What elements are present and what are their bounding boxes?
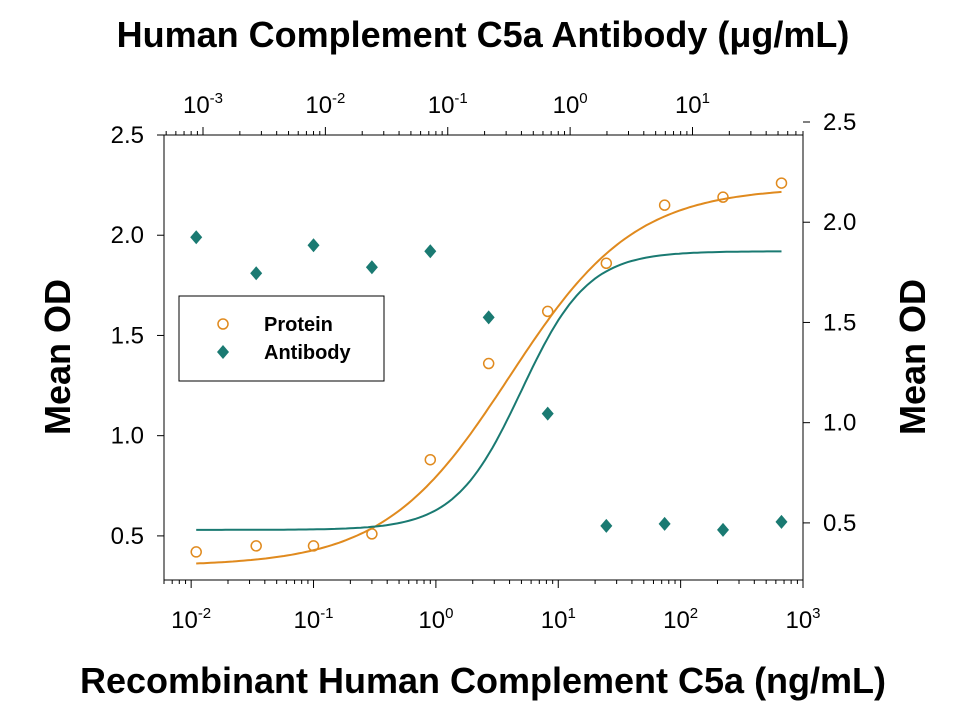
point-protein (190, 546, 202, 558)
point-antibody (424, 244, 437, 259)
point-protein (717, 191, 729, 203)
top-x-axis: 10-3 10-2 10-1 100 101 (165, 90, 804, 135)
point-antibody (717, 522, 730, 537)
point-antibody (307, 238, 320, 253)
point-antibody (482, 310, 495, 325)
fit-curves (196, 190, 782, 565)
fit-curve-antibody (196, 250, 782, 531)
point-protein (250, 540, 262, 552)
point-protein (366, 528, 378, 540)
top-x-tick-label: 100 (553, 90, 588, 119)
chart-y-axis-label-left: Mean OD (37, 279, 78, 435)
left-y-tick-label: 2.0 (111, 222, 144, 249)
right-y-tick-label: 1.5 (823, 309, 856, 336)
legend-label-protein: Protein (264, 314, 333, 336)
left-y-tick-label: 0.5 (111, 523, 144, 550)
right-y-axis: 0.5 1.0 1.5 2.0 2.5 (803, 109, 856, 537)
right-y-tick-label: 2.0 (823, 209, 856, 236)
right-y-tick-label: 1.0 (823, 410, 856, 437)
top-x-tick-label: 10-2 (305, 90, 345, 119)
chart-top-title: Human Complement C5a Antibody (μg/mL) (117, 14, 850, 55)
right-y-tick-label: 2.5 (823, 109, 856, 136)
point-antibody (600, 518, 613, 533)
point-protein (307, 540, 320, 552)
legend-marker-antibody (217, 345, 229, 359)
plot-frame (163, 134, 804, 581)
left-y-axis: 0.5 1.0 1.5 2.0 2.5 (111, 122, 164, 550)
bottom-x-tick-label: 103 (785, 605, 820, 634)
point-protein (600, 257, 613, 270)
bottom-x-tick-label: 10-2 (171, 605, 211, 634)
point-antibody (775, 514, 788, 529)
left-y-tick-label: 1.0 (111, 423, 144, 450)
point-antibody (190, 230, 203, 245)
legend-box (178, 295, 385, 382)
legend: Protein Antibody (178, 295, 385, 382)
bottom-x-tick-label: 101 (541, 605, 576, 634)
bottom-x-tick-label: 100 (418, 605, 453, 634)
data-points (190, 177, 788, 558)
fit-curve-protein (196, 190, 782, 565)
chart-y-axis-label-right: Mean OD (892, 279, 933, 435)
chart-x-axis-label: Recombinant Human Complement C5a (ng/mL) (80, 660, 886, 701)
point-protein (658, 199, 671, 211)
legend-label-antibody: Antibody (264, 342, 352, 364)
point-protein (775, 177, 788, 189)
left-y-tick-label: 1.5 (111, 322, 144, 349)
top-x-tick-label: 10-1 (428, 90, 468, 119)
bottom-x-axis: 10-2 10-1 100 101 102 103 (163, 580, 821, 634)
point-protein (482, 357, 495, 370)
bottom-x-tick-label: 102 (663, 605, 698, 634)
point-antibody (365, 260, 378, 275)
point-antibody (541, 406, 554, 421)
point-antibody (250, 266, 263, 281)
point-antibody (658, 516, 671, 531)
bottom-x-tick-label: 10-1 (293, 605, 333, 634)
left-y-tick-label: 2.5 (111, 122, 144, 149)
top-x-tick-label: 101 (675, 90, 710, 119)
point-protein (424, 453, 437, 466)
right-y-tick-label: 0.5 (823, 510, 856, 537)
top-x-tick-label: 10-3 (183, 90, 223, 119)
point-protein (541, 305, 554, 318)
legend-marker-protein (217, 318, 229, 330)
